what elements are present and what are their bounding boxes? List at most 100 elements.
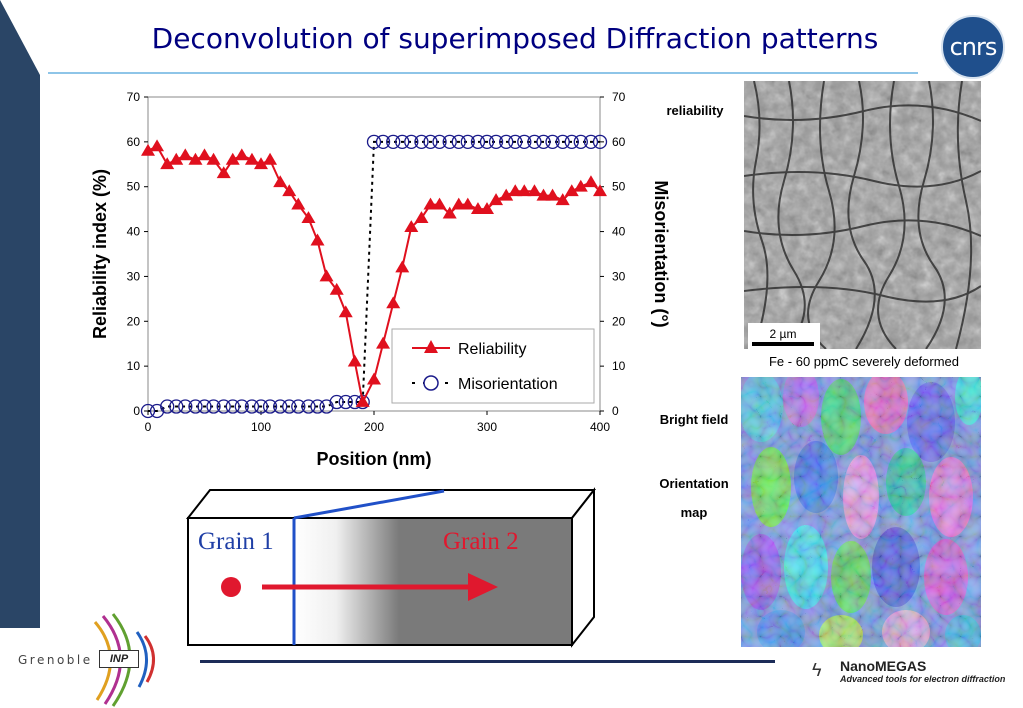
reliability-point [347, 354, 362, 367]
reliability-point [355, 395, 370, 407]
reliability-point [536, 188, 551, 201]
reliability-point [432, 197, 447, 210]
legend-misorientation-label: Misorientation [458, 376, 558, 393]
sample-caption: Fe - 60 ppmC severely deformed [768, 354, 960, 369]
misorientation-point [375, 134, 391, 150]
reliability-point [583, 175, 598, 188]
reliability-point [386, 296, 401, 309]
y2-axis-tick-label: 60 [612, 135, 626, 149]
title-underline [48, 72, 918, 74]
y-axis-tick-label: 30 [127, 269, 141, 283]
reliability-point [593, 184, 607, 197]
slide-title: Deconvolution of superimposed Diffractio… [151, 22, 879, 55]
reliability-point [338, 305, 353, 318]
misorientation-point [470, 134, 486, 150]
y-axis-tick-label: 60 [127, 135, 141, 149]
y2-axis-label: Misorientation (°) [651, 180, 671, 327]
misorientation-point [573, 134, 588, 150]
orientation-map-image [741, 377, 981, 647]
misorientation-point [188, 399, 203, 414]
misorientation-point [395, 134, 410, 150]
reliability-point [489, 193, 504, 206]
misorientation-point [517, 134, 532, 150]
scale-bar [752, 342, 814, 346]
reliability-point [254, 157, 268, 170]
reliability-map-image [744, 81, 981, 349]
misorientation-point [499, 134, 514, 150]
y2-axis-tick-label: 70 [612, 90, 626, 104]
misorientation-point [338, 394, 353, 410]
legend-misorientation-marker [423, 375, 439, 391]
misorientation-point [583, 134, 599, 150]
nanomegas-icon: ϟ [812, 660, 822, 680]
bar-side-face [571, 487, 595, 648]
reliability-point [460, 197, 475, 210]
y-axis-tick-label: 70 [127, 90, 141, 104]
reliability-point [564, 184, 579, 197]
misorientation-point [386, 134, 401, 150]
misorientation-point [555, 134, 570, 150]
misorientation-point [282, 399, 297, 414]
chart-legend: Reliability Misorientation [391, 328, 595, 404]
misorientation-point [414, 134, 429, 150]
reliability-point [508, 184, 523, 197]
misorientation-point [160, 399, 175, 414]
misorientation-point [140, 403, 156, 419]
misorientation-point [262, 399, 278, 414]
misorientation-point [301, 399, 316, 414]
misorientation-point [536, 134, 551, 150]
reliability-point [329, 282, 344, 295]
reliability-point [291, 197, 306, 210]
misorientation-point [479, 134, 495, 150]
y-axis-tick-label: 0 [133, 404, 140, 418]
misorientation-point [273, 399, 288, 414]
inp-text: INP [99, 650, 139, 668]
misorientation-point [149, 403, 165, 419]
bright-field-label: Bright field [659, 412, 729, 427]
y-axis-tick-label: 10 [127, 359, 141, 373]
x-axis-tick-label: 200 [364, 420, 384, 434]
reliability-point [244, 152, 259, 165]
reliability-point [301, 211, 316, 224]
reliability-point [451, 197, 466, 210]
misorientation-point [253, 399, 269, 414]
legend-reliability-label: Reliability [458, 341, 526, 358]
reliability-point [263, 152, 278, 165]
misorientation-point [442, 134, 457, 150]
y-axis-tick-label: 40 [127, 225, 141, 239]
reliability-point [423, 197, 438, 210]
orientation-label: Orientation [659, 476, 729, 491]
bar-top-face [185, 489, 597, 519]
reliability-point [141, 143, 155, 156]
reliability-point [573, 179, 588, 192]
x-axis-tick-label: 100 [251, 420, 271, 434]
y-axis-tick-label: 20 [127, 314, 141, 328]
misorientation-point [216, 399, 231, 414]
reliability-point [310, 233, 325, 246]
cnrs-logo-text: cnrs [949, 33, 998, 61]
misorientation-point [291, 399, 306, 414]
reliability-point [216, 166, 231, 179]
bar-gradient-region [294, 518, 434, 645]
legend-reliability-marker [424, 340, 438, 353]
bar-front-face [187, 517, 573, 646]
misorientation-point [310, 399, 325, 414]
nanomegas-tagline: Advanced tools for electron diffraction [840, 674, 1006, 684]
x-axis-label: Position (nm) [317, 449, 432, 469]
footer-rule [200, 660, 775, 663]
reliability-point [150, 139, 165, 152]
scan-arrow-head [468, 573, 498, 601]
reliability-point [395, 260, 410, 273]
reliability-point [282, 184, 297, 197]
reliability-point [169, 152, 184, 165]
grain-bar-diagram [185, 487, 597, 648]
misorientation-point [527, 134, 542, 150]
reliability-point [499, 188, 514, 201]
sidebar-band [0, 0, 40, 628]
reliability-point [188, 152, 203, 165]
misorientation-point [366, 134, 382, 150]
reliability-point [527, 184, 542, 197]
y-axis-tick-label: 50 [127, 180, 141, 194]
beam-start-dot [221, 577, 241, 597]
misorientation-point [545, 134, 560, 150]
